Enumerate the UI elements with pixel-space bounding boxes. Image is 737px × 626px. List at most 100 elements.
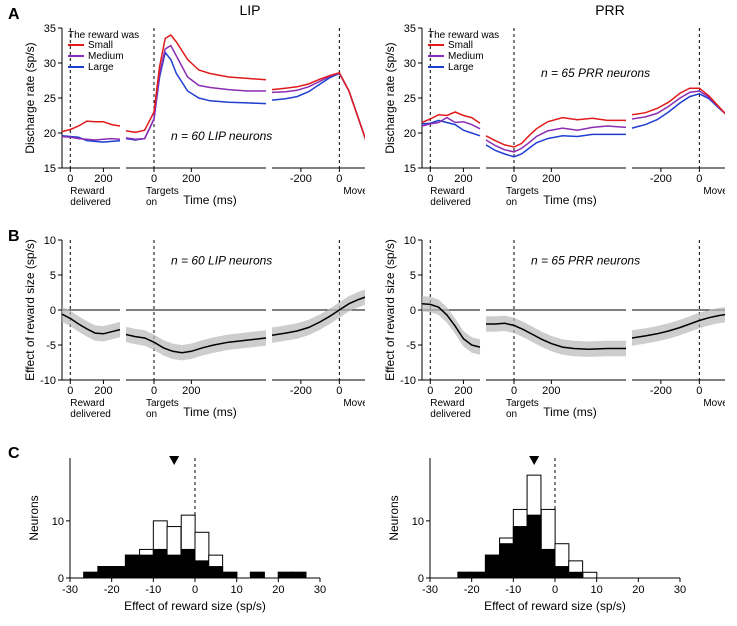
svg-text:-200: -200 xyxy=(650,385,672,397)
svg-text:200: 200 xyxy=(182,385,200,397)
svg-text:0: 0 xyxy=(427,385,433,397)
svg-text:Reward: Reward xyxy=(430,398,464,409)
svg-text:0: 0 xyxy=(511,385,517,397)
svg-text:-20: -20 xyxy=(104,584,120,596)
svg-text:20: 20 xyxy=(44,128,56,140)
svg-text:Movement: Movement xyxy=(703,398,725,409)
svg-text:Reward: Reward xyxy=(70,398,104,409)
svg-text:0: 0 xyxy=(511,173,517,185)
svg-text:0: 0 xyxy=(336,173,342,185)
svg-text:Time (ms): Time (ms) xyxy=(543,193,597,207)
svg-text:Large: Large xyxy=(88,62,114,73)
svg-text:0: 0 xyxy=(192,584,198,596)
svg-text:Effect of reward size (sp/s): Effect of reward size (sp/s) xyxy=(383,239,397,381)
svg-text:5: 5 xyxy=(50,270,56,282)
svg-text:delivered: delivered xyxy=(430,409,471,420)
svg-text:10: 10 xyxy=(404,235,416,247)
svg-text:200: 200 xyxy=(182,173,200,185)
svg-text:200: 200 xyxy=(542,173,560,185)
svg-text:-200: -200 xyxy=(290,173,312,185)
svg-text:Effect of reward size (sp/s): Effect of reward size (sp/s) xyxy=(23,239,37,381)
svg-text:-10: -10 xyxy=(145,584,161,596)
svg-text:Effect of reward size (sp/s): Effect of reward size (sp/s) xyxy=(124,599,266,613)
svg-text:-200: -200 xyxy=(650,173,672,185)
svg-text:0: 0 xyxy=(552,584,558,596)
panel-letter-b: B xyxy=(8,228,20,246)
rowA-prr: 15 20 25 30 35 0 200 0 200 -200 0 Discharge rate (s… xyxy=(380,18,725,223)
rowC-lip: 010-30-20-100102030Effect of reward size… xyxy=(20,448,365,623)
svg-text:35: 35 xyxy=(404,23,416,35)
svg-text:5: 5 xyxy=(410,270,416,282)
svg-text:20: 20 xyxy=(404,128,416,140)
col-title-prr: PRR xyxy=(460,2,737,18)
svg-text:Small: Small xyxy=(448,40,473,51)
svg-text:on: on xyxy=(506,197,517,208)
svg-text:200: 200 xyxy=(94,385,112,397)
rowB-lip: -10-5051002000200-2000Effect of reward s… xyxy=(20,230,365,435)
svg-text:0: 0 xyxy=(336,385,342,397)
svg-text:0: 0 xyxy=(50,305,56,317)
svg-text:Discharge rate (sp/s): Discharge rate (sp/s) xyxy=(23,42,37,153)
rowC-prr: 010-30-20-100102030Effect of reward size… xyxy=(380,448,725,623)
svg-text:0: 0 xyxy=(696,173,702,185)
col-title-lip: LIP xyxy=(100,2,400,18)
svg-text:Movement: Movement xyxy=(343,398,365,409)
svg-text:-200: -200 xyxy=(290,385,312,397)
svg-text:200: 200 xyxy=(94,173,112,185)
svg-text:10: 10 xyxy=(591,584,603,596)
svg-text:35: 35 xyxy=(44,23,56,35)
svg-text:200: 200 xyxy=(454,385,472,397)
svg-text:0: 0 xyxy=(696,385,702,397)
svg-text:0: 0 xyxy=(410,305,416,317)
svg-text:on: on xyxy=(506,409,517,420)
svg-text:30: 30 xyxy=(404,58,416,70)
svg-text:Discharge rate (sp/s): Discharge rate (sp/s) xyxy=(383,42,397,153)
rowA-lip: 152025303502000200-2000Discharge rate (s… xyxy=(20,18,365,223)
svg-text:25: 25 xyxy=(44,93,56,105)
svg-text:Medium: Medium xyxy=(448,51,484,62)
svg-text:30: 30 xyxy=(674,584,686,596)
svg-text:n = 60 LIP neurons: n = 60 LIP neurons xyxy=(171,129,272,143)
svg-text:n = 65 PRR neurons: n = 65 PRR neurons xyxy=(531,254,640,268)
svg-text:10: 10 xyxy=(231,584,243,596)
svg-text:-10: -10 xyxy=(400,375,416,387)
svg-text:Targets: Targets xyxy=(506,186,539,197)
svg-text:Time (ms): Time (ms) xyxy=(183,193,237,207)
svg-text:200: 200 xyxy=(454,173,472,185)
panel-letter-c: C xyxy=(8,445,20,463)
svg-text:n = 60 LIP neurons: n = 60 LIP neurons xyxy=(171,254,272,268)
svg-text:15: 15 xyxy=(44,163,56,175)
svg-text:-10: -10 xyxy=(505,584,521,596)
svg-text:Neurons: Neurons xyxy=(27,495,41,540)
svg-text:Time (ms): Time (ms) xyxy=(183,405,237,419)
svg-text:20: 20 xyxy=(272,584,284,596)
svg-text:10: 10 xyxy=(52,516,64,528)
svg-text:-20: -20 xyxy=(464,584,480,596)
svg-text:-30: -30 xyxy=(62,584,78,596)
svg-text:Reward: Reward xyxy=(70,186,104,197)
svg-text:0: 0 xyxy=(151,173,157,185)
svg-text:10: 10 xyxy=(44,235,56,247)
svg-text:Reward: Reward xyxy=(430,186,464,197)
svg-text:Small: Small xyxy=(88,40,113,51)
svg-text:0: 0 xyxy=(151,385,157,397)
svg-text:25: 25 xyxy=(404,93,416,105)
svg-text:Medium: Medium xyxy=(88,51,124,62)
svg-text:0: 0 xyxy=(427,173,433,185)
svg-text:Neurons: Neurons xyxy=(387,495,401,540)
panel-letter-a: A xyxy=(8,6,20,24)
svg-text:Targets: Targets xyxy=(506,398,539,409)
svg-text:Movement: Movement xyxy=(703,186,725,197)
figure: { "dims": {"w":737,"h":626}, "colors": {… xyxy=(0,0,737,626)
svg-text:0: 0 xyxy=(67,173,73,185)
svg-text:delivered: delivered xyxy=(70,197,111,208)
svg-text:-10: -10 xyxy=(40,375,56,387)
svg-text:delivered: delivered xyxy=(70,409,111,420)
svg-text:Movement: Movement xyxy=(343,186,365,197)
svg-text:-5: -5 xyxy=(406,340,416,352)
svg-text:200: 200 xyxy=(542,385,560,397)
svg-text:Targets: Targets xyxy=(146,398,179,409)
svg-text:15: 15 xyxy=(404,163,416,175)
svg-text:Large: Large xyxy=(448,62,474,73)
svg-text:20: 20 xyxy=(632,584,644,596)
